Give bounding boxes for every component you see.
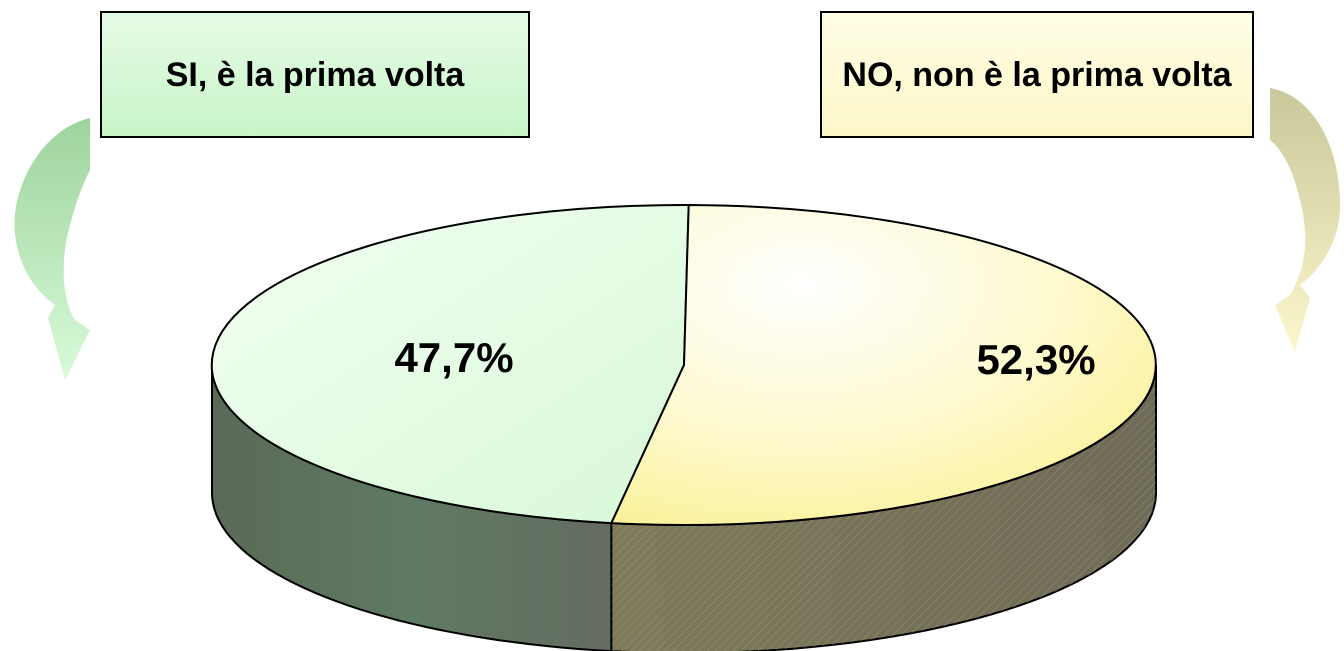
curved-arrow-green-icon (14, 118, 90, 380)
pie-slice-no (609, 203, 1157, 526)
curved-arrow-yellow-icon (1270, 88, 1341, 352)
value-label-si: 47,7% (394, 334, 513, 381)
legend-box-si: SI, è la prima volta (100, 11, 530, 138)
pie-tops (210, 203, 1157, 526)
legend-label-si: SI, è la prima volta (165, 55, 465, 94)
pie-labels: 47,7% 52,3% (394, 334, 1095, 383)
legend-label-no: NO, non è la prima volta (842, 55, 1232, 94)
value-label-no: 52,3% (976, 336, 1095, 383)
legend-box-no: NO, non è la prima volta (820, 11, 1254, 138)
pie-side-no-hatch (611, 365, 1156, 651)
pie-slice-si (210, 203, 690, 525)
